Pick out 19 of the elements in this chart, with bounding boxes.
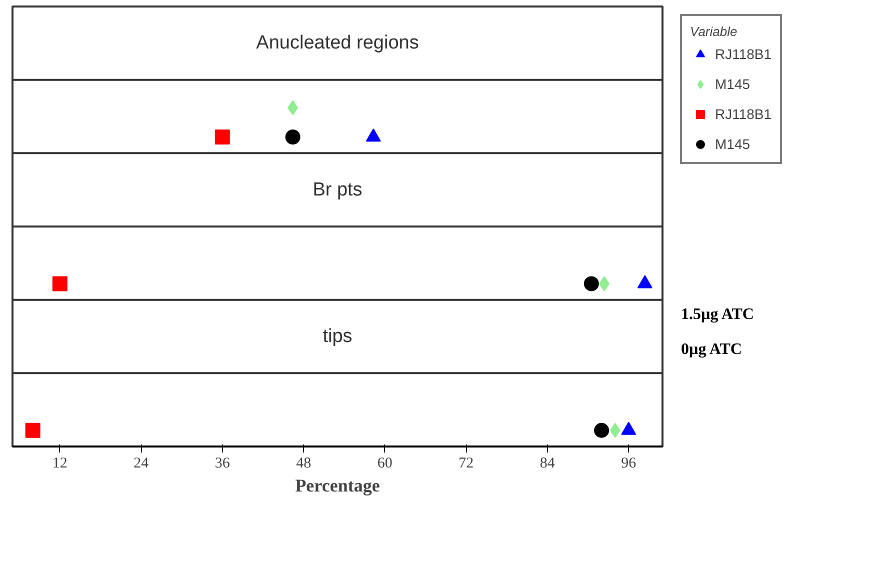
legend-label: RJ118B1 xyxy=(715,46,772,62)
text: 1.5µg ATC xyxy=(681,306,754,323)
x-tick-label: 36 xyxy=(214,456,230,472)
legend-label: RJ118B1 xyxy=(715,106,772,122)
y-tick-label: Br pts xyxy=(312,179,362,200)
y-tick-label: Anucleated regions xyxy=(256,32,419,54)
legend-label: M145 xyxy=(715,136,750,152)
x-axis-title: Percentage xyxy=(295,476,380,496)
x-tick-label: 48 xyxy=(296,456,312,472)
x-tick-label: 96 xyxy=(621,456,637,472)
x-tick-label: 84 xyxy=(540,456,556,472)
x-tick-label: 72 xyxy=(458,456,474,472)
legend-label: M145 xyxy=(715,76,750,92)
x-tick-label: 60 xyxy=(377,456,392,472)
text: 0µg ATC xyxy=(681,341,742,358)
x-tick-label: 24 xyxy=(134,456,150,472)
x-tick-label: 12 xyxy=(52,456,68,472)
legend-title: Variable xyxy=(690,24,738,39)
y-tick-label: tips xyxy=(322,326,352,347)
